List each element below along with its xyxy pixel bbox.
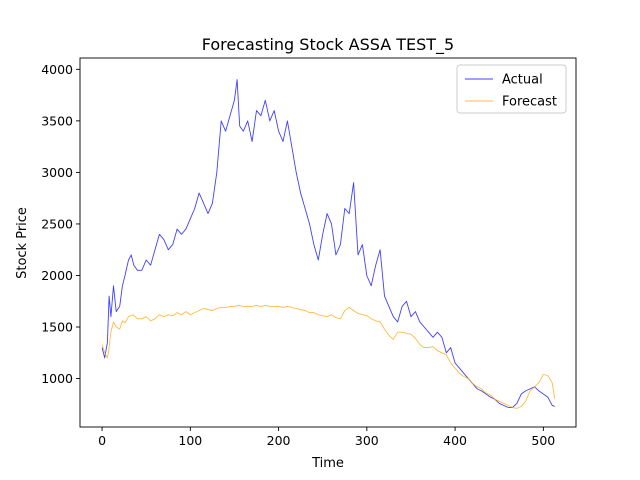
series-line-actual bbox=[101, 79, 555, 408]
y-tick-label: 4000 bbox=[41, 62, 73, 77]
x-axis-label: Time bbox=[311, 456, 344, 471]
chart-title: Forecasting Stock ASSA TEST_5 bbox=[202, 35, 454, 55]
y-tick-label: 1500 bbox=[41, 320, 73, 335]
x-tick-label: 100 bbox=[178, 433, 202, 448]
y-tick-label: 2000 bbox=[41, 268, 73, 283]
x-tick-label: 200 bbox=[267, 433, 291, 448]
plot-area: 0 100 200 300 400 500 1000 1500 2000 2500 3000 3500… bbox=[41, 57, 577, 448]
x-tick-label: 400 bbox=[443, 433, 467, 448]
series-line-forecast bbox=[101, 304, 556, 409]
y-tick-label: 1000 bbox=[41, 371, 73, 386]
axes-frame bbox=[79, 57, 577, 428]
y-axis-label: Stock Price bbox=[15, 207, 30, 279]
y-tick-label: 3500 bbox=[41, 113, 73, 128]
y-tick-label: 3000 bbox=[41, 165, 73, 180]
legend-label-forecast: Forecast bbox=[502, 95, 557, 110]
y-tick-label: 2500 bbox=[41, 216, 73, 231]
x-tick-label: 300 bbox=[355, 433, 379, 448]
legend: Actual Forecast bbox=[456, 64, 567, 114]
x-tick-label: 500 bbox=[531, 433, 555, 448]
legend-label-actual: Actual bbox=[502, 73, 543, 88]
x-tick-label: 0 bbox=[98, 433, 106, 448]
